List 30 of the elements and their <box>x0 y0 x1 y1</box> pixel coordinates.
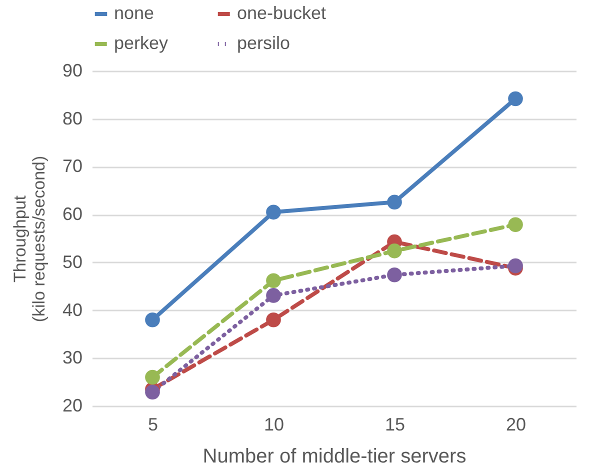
y-tick-label: 20 <box>62 396 82 416</box>
x-tick-label: 15 <box>384 414 406 434</box>
x-axis-title: Number of middle-tier servers <box>202 446 466 468</box>
point <box>387 244 402 258</box>
point <box>387 267 402 282</box>
y-tick-label: 30 <box>62 348 82 368</box>
legend-label: persilo <box>237 33 290 53</box>
point <box>266 312 281 328</box>
x-tick-label: 20 <box>506 414 526 434</box>
x-tick-label: 10 <box>264 414 284 434</box>
point <box>266 288 281 303</box>
y-tick-label: 70 <box>62 156 82 176</box>
point <box>145 370 160 385</box>
y-tick-label: 60 <box>62 204 82 224</box>
y-tick-label: 90 <box>62 60 82 80</box>
point <box>145 312 160 328</box>
point <box>266 204 281 220</box>
point <box>508 91 523 106</box>
point <box>387 194 402 210</box>
x-tick-label: 5 <box>148 414 158 434</box>
legend-label: one-bucket <box>237 3 326 23</box>
legend-label: none <box>114 3 154 23</box>
point <box>508 217 523 232</box>
legend-label: perkey <box>114 33 168 53</box>
y-tick-label: 50 <box>62 252 82 272</box>
y-tick-label: 80 <box>62 108 82 128</box>
y-axis-title: Throughput (kilo requests/second) <box>10 156 48 322</box>
point <box>145 384 160 400</box>
point <box>266 273 281 288</box>
y-tick-label: 40 <box>62 300 82 320</box>
